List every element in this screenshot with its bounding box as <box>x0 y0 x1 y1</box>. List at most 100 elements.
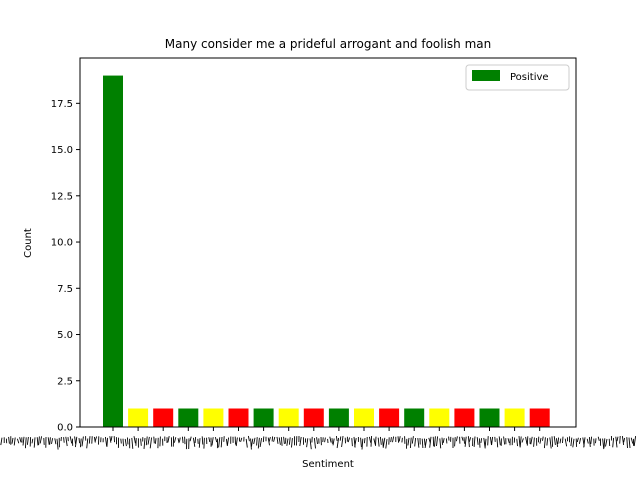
x-label-stroke <box>516 438 518 447</box>
x-label-stroke <box>464 436 467 447</box>
x-label-stroke <box>398 436 401 442</box>
x-label-stroke <box>22 436 25 446</box>
x-label-stroke <box>306 438 309 448</box>
x-label-stroke <box>623 437 626 443</box>
x-label-stroke <box>131 437 134 449</box>
legend-swatch <box>472 70 500 81</box>
x-label-stroke <box>612 437 615 448</box>
x-label-stroke <box>551 436 554 447</box>
x-label-stroke <box>626 437 628 449</box>
x-label-stroke <box>621 436 625 445</box>
x-label-stroke <box>24 437 27 449</box>
x-label-stroke <box>167 436 170 443</box>
x-label-stroke <box>122 438 124 447</box>
x-label-stroke <box>586 438 589 444</box>
x-label-stroke <box>106 437 109 447</box>
x-label-stroke <box>385 438 388 449</box>
x-label-stroke <box>576 437 579 443</box>
legend-label: Positive <box>510 72 549 83</box>
x-label-stroke <box>468 437 472 442</box>
x-label-stroke <box>409 437 412 449</box>
x-label-stroke <box>503 436 506 445</box>
x-label-stroke <box>218 437 221 448</box>
x-label-stroke <box>56 438 59 450</box>
x-label-stroke <box>133 436 136 444</box>
x-label-stroke <box>518 436 521 447</box>
x-label-stroke <box>421 438 424 449</box>
x-label-stroke <box>605 438 608 447</box>
x-label-stroke <box>526 436 529 446</box>
x-label-stroke <box>147 436 150 445</box>
x-label-stroke <box>553 436 556 445</box>
x-label-stroke <box>578 438 582 444</box>
x-label-stroke <box>36 437 39 446</box>
x-label-stroke <box>291 438 293 448</box>
x-label-stroke <box>110 436 113 441</box>
x-label-stroke <box>39 436 43 444</box>
x-label-stroke <box>143 437 146 449</box>
x-label-stroke <box>31 438 34 444</box>
x-label-stroke <box>454 437 456 447</box>
x-label-stroke <box>608 438 611 447</box>
bar <box>379 408 400 427</box>
x-label-stroke <box>276 436 279 444</box>
x-label-stroke <box>590 436 593 444</box>
x-label-stroke <box>63 437 65 443</box>
x-label-stroke <box>473 436 476 447</box>
x-label-stroke <box>8 436 10 444</box>
x-label-stroke <box>377 437 380 447</box>
x-label-stroke <box>335 435 338 442</box>
x-label-stroke <box>368 436 372 443</box>
x-label-stroke <box>424 438 428 448</box>
x-label-stroke <box>49 437 51 445</box>
x-label-stroke <box>615 436 618 448</box>
x-label-stroke <box>442 438 445 443</box>
bar <box>153 408 174 427</box>
x-label-stroke <box>525 436 528 445</box>
x-label-stroke <box>543 437 546 449</box>
x-label-stroke <box>370 435 373 447</box>
x-label-stroke <box>455 436 458 442</box>
x-label-stroke <box>198 438 201 448</box>
chart-title: Many consider me a prideful arrogant and… <box>165 37 492 51</box>
x-label-stroke <box>154 438 157 444</box>
x-label-stroke <box>557 437 560 445</box>
x-label-stroke <box>487 436 489 446</box>
x-label-stroke <box>562 436 564 444</box>
x-label-stroke <box>411 436 414 444</box>
x-label-stroke <box>570 437 573 447</box>
x-label-stroke <box>19 437 22 443</box>
x-label-stroke <box>491 436 494 445</box>
x-label-stroke <box>407 437 410 446</box>
x-label-stroke <box>247 435 250 442</box>
x-label-stroke <box>351 438 353 447</box>
x-label-stroke <box>313 438 316 449</box>
x-label-stroke <box>572 438 575 448</box>
x-label-stroke <box>194 437 197 444</box>
x-label-stroke <box>268 436 271 442</box>
plot-frame <box>79 57 577 428</box>
bar <box>504 408 525 427</box>
x-label-stroke <box>299 436 302 447</box>
x-label-stroke <box>379 436 382 445</box>
x-label-stroke <box>588 437 591 447</box>
x-label-stroke <box>208 437 211 443</box>
x-label-stroke <box>88 436 91 444</box>
x-label-stroke <box>109 436 112 443</box>
x-label-stroke <box>278 437 281 445</box>
x-axis-label: Sentiment <box>302 459 354 470</box>
x-label-stroke <box>38 436 40 446</box>
x-label-stroke <box>280 437 283 446</box>
x-label-stroke <box>179 437 181 442</box>
bar <box>454 408 475 427</box>
x-label-stroke <box>339 436 342 441</box>
x-label-stroke <box>478 438 481 448</box>
bar <box>128 408 149 427</box>
bar <box>278 408 299 427</box>
bar <box>479 408 500 427</box>
x-label-stroke <box>189 436 192 442</box>
x-label-stroke <box>595 438 597 444</box>
bar <box>529 408 550 427</box>
bar <box>303 408 324 427</box>
x-label-stroke <box>484 438 487 448</box>
